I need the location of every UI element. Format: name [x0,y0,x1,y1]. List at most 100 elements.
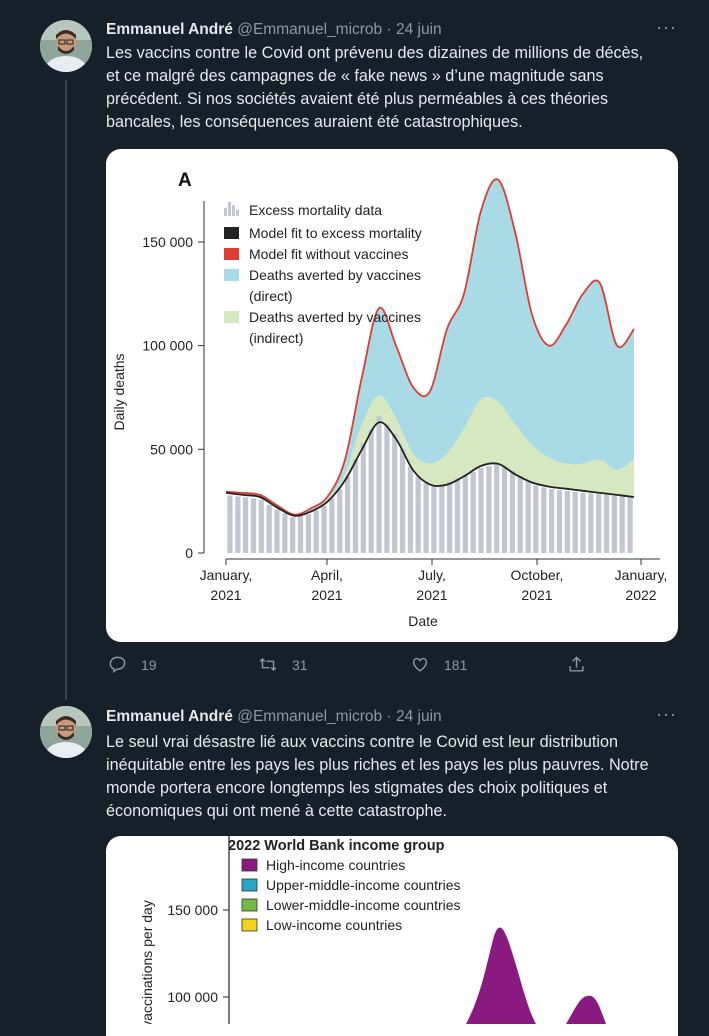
tweet-media-chart[interactable]: 0 50 000 100 000 150 000 January, 2021 April, 2… [106,149,678,642]
retweet-icon [259,657,277,672]
direct-averted-area [226,179,634,516]
tweet-date[interactable]: 24 juin [395,708,442,725]
more-options-icon[interactable]: ··· [656,17,677,37]
excess-mortality-bar [462,475,468,553]
x-tick-label: April, [311,567,343,583]
excess-mortality-bar [384,424,390,553]
excess-mortality-bar [454,478,461,553]
excess-mortality-bar [470,471,476,553]
excess-mortality-bar [329,498,335,553]
avatar[interactable] [40,706,92,758]
legend-label-novax: Model fit without vaccines [249,246,409,262]
high-income-area [466,927,536,1024]
excess-mortality-bar [549,489,555,553]
tweet-text-line: Le seul vrai désastre lié aux vaccins co… [106,733,618,751]
x-tick-label: 2021 [521,587,552,603]
excess-mortality-bar [478,468,484,553]
author-handle[interactable]: @Emmanuel_microb [237,708,383,725]
x-tick-label: January, [615,567,668,583]
tweet-text-line: bancales, les conséquences auraient été … [106,113,523,131]
excess-mortality-bar [313,510,319,553]
like-count: 181 [444,656,468,673]
excess-mortality-bar [392,433,398,553]
author-name[interactable]: Emmanuel André [106,708,233,725]
legend-swatch-excess [224,208,227,216]
excess-mortality-bar [439,483,445,553]
excess-mortality-bar [580,492,586,553]
excess-mortality-bar [517,476,523,553]
excess-mortality-bar [509,470,515,553]
excess-mortality-bar [423,483,429,553]
excess-mortality-bar [541,487,547,553]
y-tick-label: 0 [185,545,193,561]
excess-mortality-bar [368,429,374,553]
legend-label-lower-middle: Lower-middle-income countries [266,897,461,913]
vaccination-chart: 2022 World Bank income group High-income… [139,836,606,1028]
author-handle[interactable]: @Emmanuel_microb [237,21,383,38]
thread-connector-line [65,80,67,700]
heart-icon [412,657,428,672]
legend-swatch-fit [224,227,239,239]
excess-mortality-bar [227,495,233,553]
x-tick-label: 2021 [416,587,447,603]
y-axis-label: Daily deaths [111,353,127,430]
legend-label-excess: Excess mortality data [249,202,382,218]
reply-button[interactable]: 19 [108,655,157,674]
tweet-text-line: Les vaccins contre le Covid ont prévenu … [106,44,644,62]
y-tick-label: 100 000 [167,989,218,1005]
legend-swatch-indirect [224,311,239,323]
like-button[interactable]: 181 [410,655,467,674]
tweet-date[interactable]: 24 juin [395,21,442,38]
excess-mortality-bar [290,517,296,553]
excess-mortality-bar [447,481,453,553]
separator-dot: · [386,21,392,38]
legend-swatch-excess [232,205,235,216]
avatar[interactable] [40,20,92,72]
legend-label-indirect: (indirect) [249,330,303,346]
excess-mortality-bar [415,476,421,553]
model-fit-line [225,421,635,517]
excess-mortality-bar [486,466,492,553]
excess-mortality-bar [243,497,249,553]
share-button[interactable] [567,655,586,674]
excess-mortality-bar [352,459,359,553]
excess-mortality-bar [274,509,280,553]
reply-icon [109,656,126,674]
legend-swatch-high [241,858,258,872]
tweet-header: Emmanuel André @Emmanuel_microb · 24 jui… [106,708,442,726]
excess-mortality-bar [282,513,288,553]
excess-mortality-bar [501,467,508,553]
model-without-vaccines-line [225,178,635,516]
x-tick-label: July, [418,567,446,583]
excess-mortality-bar [345,476,351,553]
legend-swatch-upper-middle [241,878,258,892]
excess-mortality-bar [627,496,633,553]
excess-mortality-bar [305,514,311,553]
panel-label: A [178,170,192,191]
tweet-text-line: et ce malgré des campagnes de « fake new… [106,67,604,85]
excess-mortality-bar [525,481,531,553]
excess-mortality-bar [235,496,241,553]
tweet-media-chart[interactable]: 2022 World Bank income group High-income… [106,836,678,1036]
x-tick-label: January, [200,567,253,583]
author-name[interactable]: Emmanuel André [106,21,233,38]
legend-swatch-low [241,918,258,932]
more-options-icon[interactable]: ··· [656,704,677,724]
high-income-area-2 [566,995,606,1024]
excess-mortality-bar [258,499,264,553]
excess-mortality-bar [399,449,406,553]
excess-mortality-bar [337,488,343,553]
y-tick-label: 150 000 [167,902,218,918]
excess-mortality-bar [556,490,563,553]
x-tick-label: October, [511,567,564,583]
retweet-button[interactable]: 31 [258,655,308,674]
excess-mortality-bar [564,490,570,553]
legend-label-direct: Deaths averted by vaccines [249,267,421,283]
tweet-header: Emmanuel André @Emmanuel_microb · 24 jui… [106,21,442,39]
excess-mortality-bar [533,485,539,553]
excess-mortality-bar [588,493,594,553]
excess-mortality-bar [619,496,625,553]
y-axis-label: vaccinations per day [139,900,155,1024]
x-tick-label: 2021 [311,587,342,603]
excess-mortality-bar [321,505,327,553]
